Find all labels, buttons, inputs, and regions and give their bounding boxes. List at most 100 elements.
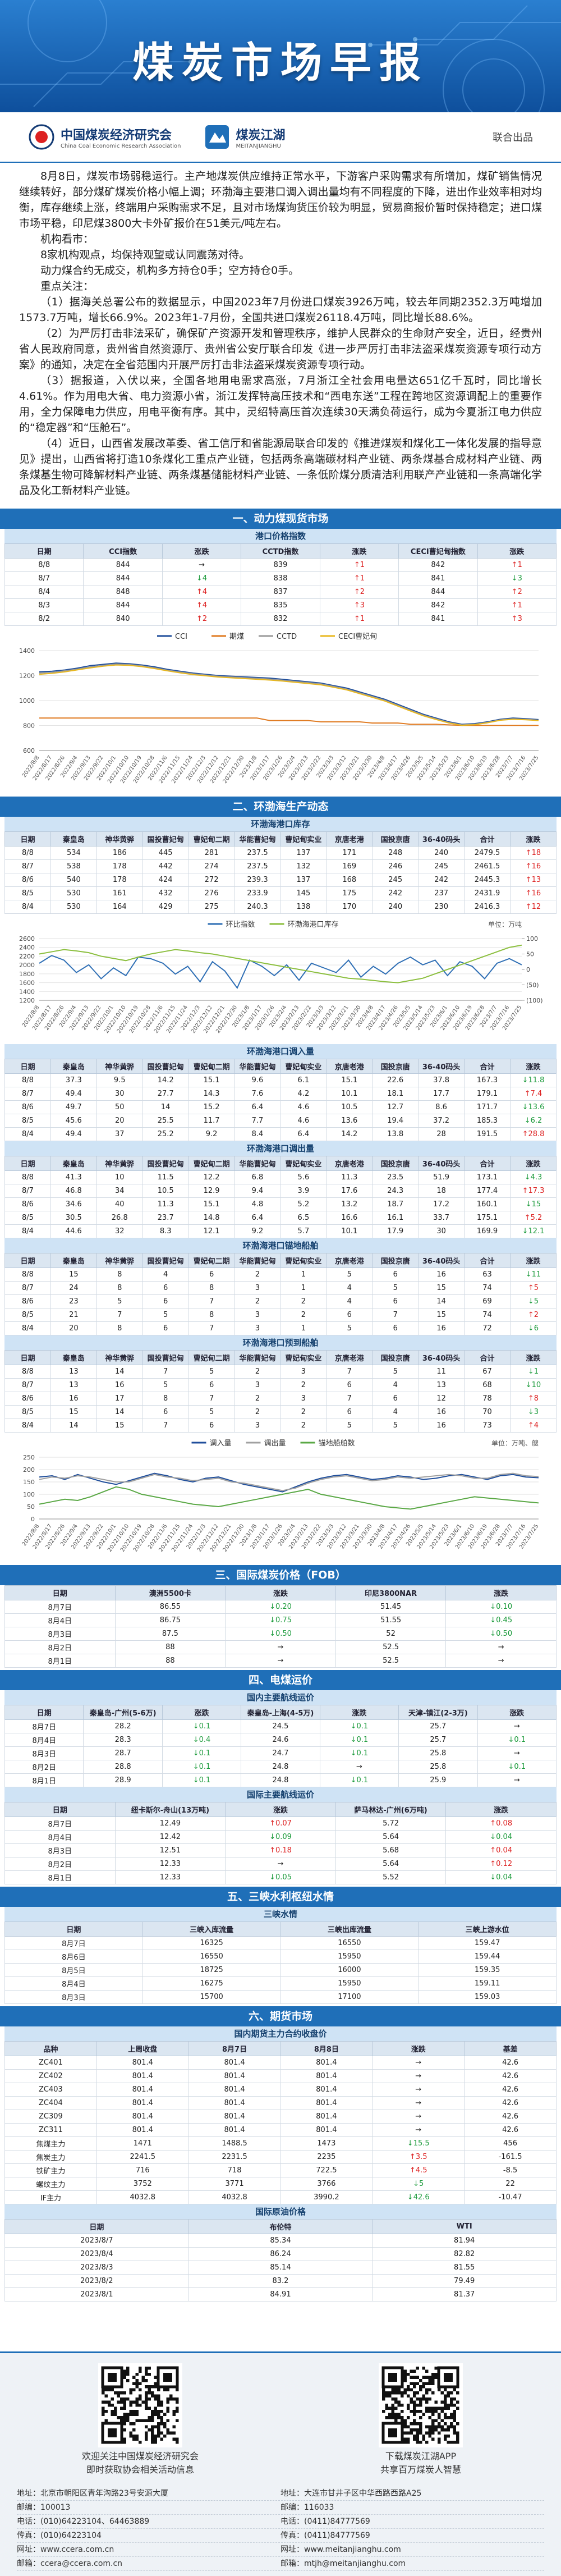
- qr-module: [151, 2391, 154, 2395]
- table-cell: 23.7: [142, 1211, 189, 1225]
- qr-module: [151, 2431, 154, 2435]
- column-header: 36-40码头: [418, 1350, 465, 1365]
- table-cell: 801.4: [96, 2069, 189, 2083]
- table-cell: 2431.9: [464, 886, 511, 900]
- qr-module: [123, 2376, 126, 2379]
- qr-module: [117, 2391, 120, 2395]
- table-row: ZC311 801.4 801.4 801.4 → 42.6: [4, 2123, 557, 2137]
- qr-module: [431, 2379, 435, 2382]
- org-logo: 中国煤炭经济研究会 China Coal Economic Research As…: [28, 123, 181, 150]
- table-cell: 6: [372, 1268, 419, 1282]
- qr-module: [413, 2394, 416, 2397]
- column-header: 国投曹妃甸: [142, 1156, 189, 1171]
- table-cell: 15: [418, 1308, 465, 1322]
- table-cell: 15: [418, 1281, 465, 1295]
- qr-module: [447, 2416, 450, 2419]
- table-title: 港口价格指数: [4, 529, 557, 543]
- qr-module: [132, 2437, 136, 2441]
- column-header: 曹妃甸二期: [188, 831, 235, 847]
- qr-module: [403, 2373, 407, 2376]
- qr-module: [403, 2379, 407, 2382]
- qr-module: [397, 2400, 401, 2404]
- table-cell: 6: [326, 1308, 373, 1322]
- table-cell: 51.9: [418, 1170, 465, 1184]
- qr-module: [450, 2397, 453, 2401]
- table-cell: 540: [50, 873, 97, 887]
- table-cell: 焦炭主力: [4, 2150, 97, 2164]
- table-cell: 14: [418, 1294, 465, 1308]
- table-cell: 17: [96, 1392, 143, 1406]
- table-cell: 85.34: [188, 2234, 373, 2248]
- section: 四、电煤运价 国内主要航线运价 日期 秦皇岛-广州(5-6万) 涨跌 秦皇岛-上海(4-5…: [0, 1670, 561, 1884]
- qr-module: [163, 2413, 167, 2416]
- qr-module: [382, 2388, 385, 2391]
- column-header: 曹妃甸二期: [188, 1253, 235, 1268]
- table-cell: 11.5: [142, 1170, 189, 1184]
- qr-module: [163, 2388, 167, 2391]
- y-tick-label: 600: [23, 747, 35, 754]
- qr-module: [444, 2404, 447, 2407]
- qr-module: [434, 2367, 438, 2370]
- qr-module: [428, 2410, 431, 2413]
- qr-module: [160, 2431, 163, 2435]
- table-cell: 2023/8/2: [4, 2274, 189, 2288]
- table-cell: 530: [50, 886, 97, 900]
- section: 五、三峡水利枢纽水情 三峡水情 日期 三峡入库流量 三峡出库流量 三峡上游水位 8月7日 16…: [0, 1887, 561, 2004]
- table-cell: 9.5: [96, 1073, 143, 1087]
- table-cell: 801.4: [280, 2096, 373, 2110]
- table-cell: 8/6: [4, 1392, 51, 1406]
- qr-module: [145, 2437, 148, 2441]
- qr-module: [403, 2369, 407, 2373]
- table-cell: 6.4: [234, 1211, 281, 1225]
- table-block: 环渤海港口锚地船舶 日期 秦皇岛 神华黄骅 国投曹妃甸 曹妃甸二期 华能曹妃甸 曹妃甸实业 京唐…: [0, 1238, 561, 1335]
- table-cell: 17100: [280, 1990, 419, 2004]
- table-cell: 2241.5: [96, 2150, 189, 2164]
- qr-module: [114, 2413, 117, 2416]
- qr-module: [438, 2406, 441, 2410]
- data-table: 日期 秦皇岛 神华黄骅 国投曹妃甸 曹妃甸二期 华能曹妃甸 曹妃甸实业 京唐老港 国投京唐 36-…: [4, 1350, 557, 1433]
- table-cell: 8/8: [4, 1073, 51, 1087]
- org-icon: [29, 124, 54, 150]
- table-block: 国内期货主力合约收盘价 品种 上周收盘 8月7日 8月8日 涨跌 基差 ZC401 801.4 8…: [0, 2026, 561, 2204]
- qr-module: [145, 2419, 148, 2422]
- qr-module: [413, 2410, 416, 2413]
- table-cell: ↓12.1: [509, 1224, 557, 1238]
- table-row: 8/3 844 ↑4 835 ↑3 842 ↑1: [4, 598, 557, 612]
- qr-module: [160, 2400, 163, 2404]
- table-cell: 240: [372, 900, 419, 914]
- y-tick-label: 100: [23, 1491, 35, 1498]
- column-header: 涨跌: [509, 1350, 557, 1365]
- qr-module: [413, 2391, 416, 2395]
- table-cell: 9.6: [234, 1073, 281, 1087]
- table-cell: 6: [372, 1294, 419, 1308]
- table-cell: 9.2: [188, 1127, 235, 1141]
- qr-module: [123, 2369, 126, 2373]
- table-title: 环渤海港口调入量: [4, 1044, 557, 1059]
- series-line: [39, 955, 522, 989]
- table-cell: ↓0.1: [162, 1719, 242, 1733]
- qr-module: [157, 2431, 160, 2435]
- table-cell: 26.8: [96, 1211, 143, 1225]
- table-cell: ↑3.5: [372, 2150, 465, 2164]
- org-name-en: MEITANJIANGHU: [236, 143, 281, 149]
- qr-finder: [388, 2373, 397, 2382]
- table-cell: 81.94: [372, 2234, 557, 2248]
- table-cell: 442: [142, 859, 189, 873]
- qr-module: [114, 2391, 117, 2395]
- header-row: 日期 秦皇岛 神华黄骅 国投曹妃甸 曹妃甸二期 华能曹妃甸 曹妃甸实业 京唐老港 国投京唐 36-…: [4, 831, 557, 847]
- table-cell: 78: [464, 1392, 511, 1406]
- table-cell: 2: [280, 1294, 327, 1308]
- table-cell: 8/8: [4, 1268, 51, 1282]
- qr-module: [431, 2391, 435, 2395]
- table-cell: 13.6: [326, 1114, 373, 1128]
- table-cell: 237.5: [234, 859, 281, 873]
- header-row: 日期 秦皇岛 神华黄骅 国投曹妃甸 曹妃甸二期 华能曹妃甸 曹妃甸实业 京唐老港 国投京唐 36-…: [4, 1156, 557, 1171]
- qr-module: [157, 2410, 160, 2413]
- table-cell: ↓3: [509, 1405, 557, 1419]
- qr-module: [104, 2388, 108, 2391]
- qr-module: [123, 2437, 126, 2441]
- qr-finder: [437, 2366, 459, 2389]
- qr-module: [135, 2397, 139, 2401]
- table-cell: 24.3: [372, 1184, 419, 1198]
- contact-item: 地址：北京市朝阳区青年沟路23号安源大厦: [17, 2489, 168, 2498]
